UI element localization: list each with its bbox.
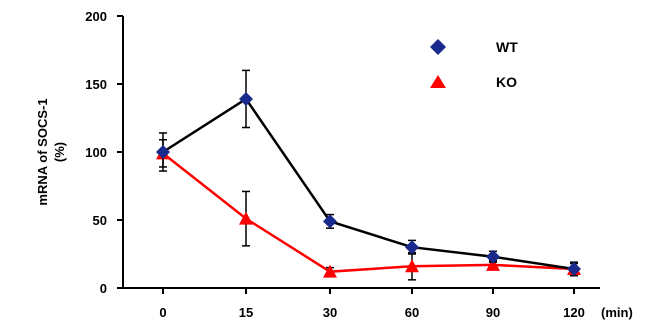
data-point-ko [405,259,419,273]
y-axis-label-line1: mRNA of SOCS-1 [35,98,50,205]
data-point-wt [156,145,170,159]
data-point-wt [567,261,581,276]
series-ko [156,139,581,281]
x-tick-label: 0 [159,305,166,320]
data-point-ko [323,264,337,278]
data-point-wt [239,91,253,106]
y-tick-label: 150 [85,77,107,92]
legend: WT KO [430,39,518,90]
legend-label-ko: KO [496,74,517,90]
y-axis-label-line2: (%) [52,142,67,162]
series-layer [156,69,581,281]
x-tick-label: 30 [323,305,337,320]
x-unit-label: (min) [601,305,633,320]
x-tick-label: 60 [405,305,419,320]
axes [122,16,600,289]
data-point-ko [486,257,500,271]
x-ticks: 0 15 30 60 90 120 [159,288,585,320]
x-tick-label: 15 [239,305,253,320]
series-line-ko [162,152,575,273]
legend-marker-wt [430,39,446,55]
series-line-wt [162,97,575,271]
x-tick-label: 90 [486,305,500,320]
legend-label-wt: WT [496,39,518,55]
series-wt [156,69,581,277]
y-tick-label: 200 [85,9,107,24]
x-tick-label: 120 [563,305,585,320]
data-point-wt [486,249,500,264]
y-tick-label: 0 [100,281,107,296]
data-point-wt [405,240,419,255]
y-ticks: 0 50 100 150 200 [85,9,123,296]
y-tick-label: 50 [93,213,107,228]
data-point-ko [239,211,253,225]
y-tick-label: 100 [85,145,107,160]
legend-marker-ko [430,75,446,88]
data-point-wt [323,214,337,229]
